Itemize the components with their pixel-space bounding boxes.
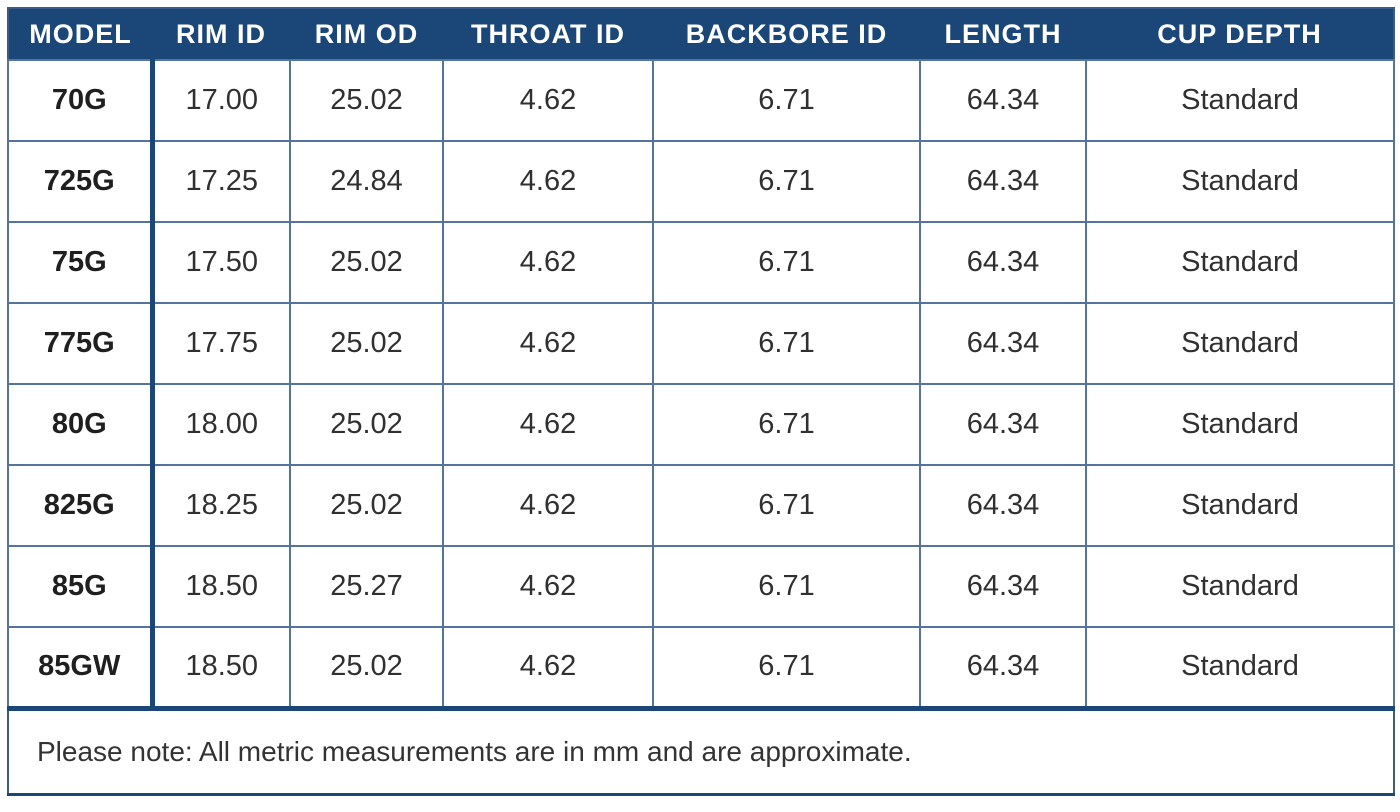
cell-length: 64.34 [919,626,1087,709]
cell-length: 64.34 [919,59,1087,142]
table-row: 775G 17.75 25.02 4.62 6.71 64.34 Standar… [7,302,1395,385]
cell-rim-id: 18.50 [151,545,291,628]
cell-rim-id: 17.25 [151,140,291,223]
table-body: 70G 17.00 25.02 4.62 6.71 64.34 Standard… [7,59,1395,709]
cell-cup-depth: Standard [1085,302,1395,385]
table-row: 75G 17.50 25.02 4.62 6.71 64.34 Standard [7,221,1395,304]
cell-rim-od: 25.02 [289,221,444,304]
cell-throat-id: 4.62 [442,545,654,628]
cell-backbore-id: 6.71 [652,464,921,547]
cell-backbore-id: 6.71 [652,383,921,466]
cell-backbore-id: 6.71 [652,545,921,628]
cell-cup-depth: Standard [1085,464,1395,547]
cell-cup-depth: Standard [1085,383,1395,466]
cell-throat-id: 4.62 [442,464,654,547]
cell-model: 70G [7,59,155,142]
cell-rim-id: 17.50 [151,221,291,304]
cell-model: 775G [7,302,155,385]
table-row: 725G 17.25 24.84 4.62 6.71 64.34 Standar… [7,140,1395,223]
cell-model: 80G [7,383,155,466]
cell-throat-id: 4.62 [442,383,654,466]
cell-cup-depth: Standard [1085,626,1395,709]
cell-throat-id: 4.62 [442,140,654,223]
column-header-throat-id: THROAT ID [443,8,653,60]
cell-rim-od: 25.27 [289,545,444,628]
cell-length: 64.34 [919,383,1087,466]
column-header-model: MODEL [8,8,152,60]
cell-throat-id: 4.62 [442,626,654,709]
cell-length: 64.34 [919,302,1087,385]
cell-backbore-id: 6.71 [652,140,921,223]
column-header-backbore-id: BACKBORE ID [653,8,920,60]
cell-rim-id: 18.25 [151,464,291,547]
table-row: 85GW 18.50 25.02 4.62 6.71 64.34 Standar… [7,626,1395,709]
table-row: 80G 18.00 25.02 4.62 6.71 64.34 Standard [7,383,1395,466]
cell-model: 825G [7,464,155,547]
cell-backbore-id: 6.71 [652,59,921,142]
cell-length: 64.34 [919,140,1087,223]
footnote: Please note: All metric measurements are… [8,705,1394,794]
table-row: 85G 18.50 25.27 4.62 6.71 64.34 Standard [7,545,1395,628]
cell-cup-depth: Standard [1085,59,1395,142]
cell-rim-id: 18.50 [151,626,291,709]
cell-rim-id: 17.75 [151,302,291,385]
cell-model: 85G [7,545,155,628]
header-row: MODEL RIM ID RIM OD THROAT ID BACKBORE I… [8,8,1394,60]
cell-rim-od: 25.02 [289,626,444,709]
cell-model: 725G [7,140,155,223]
cell-backbore-id: 6.71 [652,302,921,385]
column-header-rim-od: RIM OD [290,8,443,60]
column-header-rim-id: RIM ID [152,8,290,60]
cell-model: 85GW [7,626,155,709]
cell-length: 64.34 [919,464,1087,547]
table-row: 825G 18.25 25.02 4.62 6.71 64.34 Standar… [7,464,1395,547]
cell-rim-od: 25.02 [289,302,444,385]
table-row: 70G 17.00 25.02 4.62 6.71 64.34 Standard [7,59,1395,142]
cell-cup-depth: Standard [1085,545,1395,628]
cell-rim-od: 25.02 [289,383,444,466]
cell-cup-depth: Standard [1085,140,1395,223]
cell-cup-depth: Standard [1085,221,1395,304]
cell-backbore-id: 6.71 [652,221,921,304]
cell-rim-od: 24.84 [289,140,444,223]
footnote-row: Please note: All metric measurements are… [8,705,1394,794]
cell-rim-od: 25.02 [289,59,444,142]
column-header-cup-depth: CUP DEPTH [1086,8,1394,60]
cell-length: 64.34 [919,545,1087,628]
table-header: MODEL RIM ID RIM OD THROAT ID BACKBORE I… [8,8,1394,60]
cell-rim-id: 18.00 [151,383,291,466]
mouthpiece-spec-table: MODEL RIM ID RIM OD THROAT ID BACKBORE I… [7,7,1395,796]
cell-rim-id: 17.00 [151,59,291,142]
cell-length: 64.34 [919,221,1087,304]
cell-model: 75G [7,221,155,304]
cell-throat-id: 4.62 [442,221,654,304]
cell-throat-id: 4.62 [442,59,654,142]
cell-throat-id: 4.62 [442,302,654,385]
column-header-length: LENGTH [920,8,1086,60]
cell-backbore-id: 6.71 [652,626,921,709]
table-footer: Please note: All metric measurements are… [8,705,1394,794]
cell-rim-od: 25.02 [289,464,444,547]
